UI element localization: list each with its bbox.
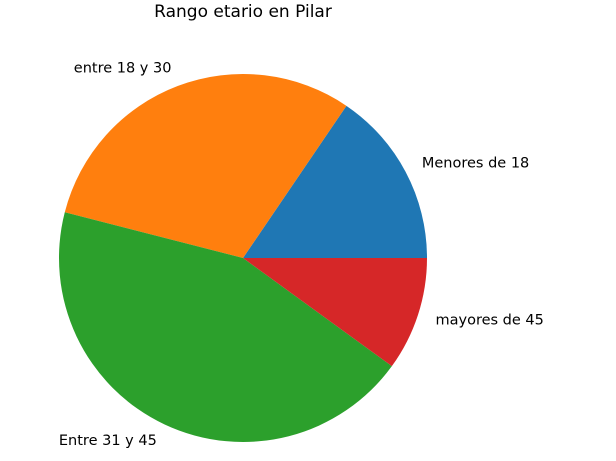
slice-label-entre-18-y-30: entre 18 y 30 [74, 61, 172, 77]
pie-slice-entre-18-y-30 [64, 74, 347, 259]
pie-slice-mayores-de-45 [243, 258, 427, 367]
slice-label-menores-de-18: Menores de 18 [422, 155, 529, 171]
chart-title: Rango etario en Pilar [154, 2, 332, 22]
slice-label-entre-31-y-45: Entre 31 y 45 [59, 433, 157, 449]
pie-slice-menores-de-18 [243, 105, 427, 258]
pie-slice-entre-31-y-45 [58, 212, 392, 443]
slice-labels: Menores de 18 entre 18 y 30 Entre 31 y 45 m… [59, 61, 544, 449]
slice-label-mayores-de-45: mayores de 45 [435, 313, 543, 329]
pie-slices [58, 74, 427, 443]
